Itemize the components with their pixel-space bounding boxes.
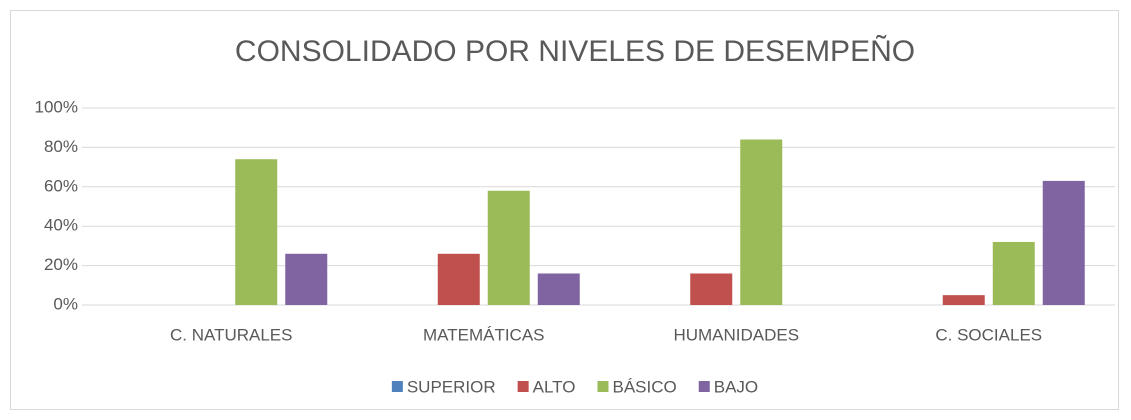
legend-label: BAJO — [714, 377, 758, 396]
bar — [1042, 180, 1085, 305]
legend-swatch — [698, 381, 710, 392]
x-tick-label: MATEMÁTICAS — [423, 325, 545, 344]
legend-label: BÁSICO — [612, 377, 676, 396]
chart-title: CONSOLIDADO POR NIVELES DE DESEMPEÑO — [235, 34, 915, 68]
x-tick-label: C. NATURALES — [170, 325, 293, 344]
y-tick-label: 100% — [35, 97, 78, 116]
x-tick-label: C. SOCIALES — [935, 325, 1042, 344]
legend-label: SUPERIOR — [407, 377, 496, 396]
bar — [942, 295, 985, 305]
bar — [437, 253, 480, 305]
legend-swatch — [597, 381, 609, 392]
y-tick-label: 0% — [53, 294, 78, 313]
x-tick-label: HUMANIDADES — [673, 325, 799, 344]
bar — [992, 241, 1035, 305]
y-tick-label: 40% — [44, 216, 78, 235]
legend-swatch — [391, 381, 403, 392]
y-tick-label: 80% — [44, 137, 78, 156]
y-tick-label: 20% — [44, 255, 78, 274]
y-tick-label: 60% — [44, 176, 78, 195]
legend-label: ALTO — [533, 377, 576, 396]
bar — [690, 273, 733, 305]
legend-swatch — [517, 381, 529, 392]
bar — [235, 159, 278, 305]
bar — [285, 253, 328, 305]
bar — [537, 273, 580, 305]
chart-border — [10, 10, 1119, 410]
bar — [487, 190, 530, 305]
bar — [740, 139, 783, 305]
